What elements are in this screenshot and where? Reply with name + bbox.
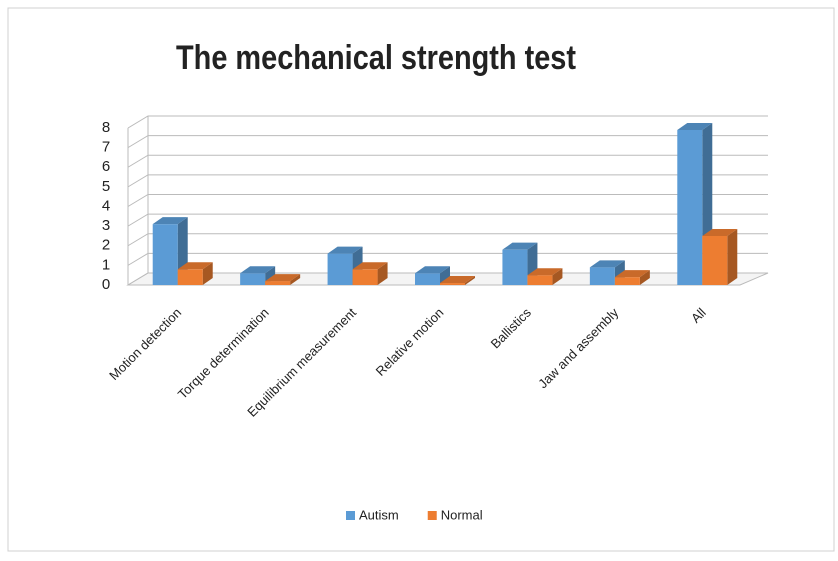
- bar: [265, 281, 291, 285]
- bar: [415, 273, 440, 285]
- bar-top: [415, 266, 450, 274]
- legend-swatch: [346, 511, 355, 520]
- bar-top: [440, 276, 475, 284]
- bar-side: [639, 270, 650, 285]
- bar: [527, 275, 553, 285]
- bar-top: [265, 274, 301, 282]
- grid-line: [127, 154, 768, 168]
- bar: [502, 249, 528, 285]
- bar-top: [589, 260, 625, 268]
- y-tick-label: 0: [102, 276, 110, 293]
- bar-top: [177, 262, 213, 270]
- bar-top: [677, 122, 713, 130]
- bar-top: [152, 217, 188, 225]
- legend-label: Autism: [359, 507, 399, 522]
- bar-side: [727, 228, 738, 285]
- y-tick-label: 7: [102, 139, 110, 156]
- y-tick-label: 4: [102, 197, 110, 214]
- bar: [440, 283, 465, 285]
- bar-top: [614, 270, 650, 278]
- bar: [702, 235, 728, 285]
- y-tick-label: 2: [102, 237, 110, 254]
- grid-line: [127, 174, 768, 188]
- bar: [177, 269, 203, 285]
- bar-side: [465, 276, 475, 285]
- grid-line: [127, 115, 768, 129]
- bar-top: [702, 228, 738, 236]
- bar-top: [327, 246, 363, 254]
- bar-side: [377, 262, 388, 285]
- grid-line: [127, 194, 768, 207]
- grid-line: [127, 233, 768, 247]
- y-tick-label: 5: [102, 178, 110, 195]
- bar: [240, 273, 266, 285]
- y-tick-label: 1: [102, 256, 110, 273]
- chart-title: The mechanical strength test: [176, 39, 576, 77]
- y-tick-label: 8: [102, 119, 110, 136]
- grid-line: [127, 252, 768, 266]
- bar-top: [240, 266, 276, 274]
- y-tick-label: 6: [102, 158, 110, 175]
- bar: [677, 129, 703, 285]
- bar-side: [202, 262, 213, 285]
- bar-top: [527, 268, 563, 276]
- legend-label: Normal: [441, 507, 483, 522]
- bar: [614, 277, 640, 285]
- bar-side: [440, 266, 450, 285]
- bar: [589, 267, 615, 285]
- bar: [152, 224, 178, 285]
- legend-swatch: [427, 511, 437, 520]
- bar-side: [290, 274, 301, 285]
- grid-line: [127, 213, 768, 227]
- bar: [327, 253, 353, 285]
- bar-top: [352, 262, 388, 270]
- bar-side: [552, 268, 563, 285]
- grid-line: [127, 135, 768, 149]
- bar: [352, 269, 378, 285]
- bar-top: [502, 242, 538, 250]
- y-tick-label: 3: [102, 217, 110, 234]
